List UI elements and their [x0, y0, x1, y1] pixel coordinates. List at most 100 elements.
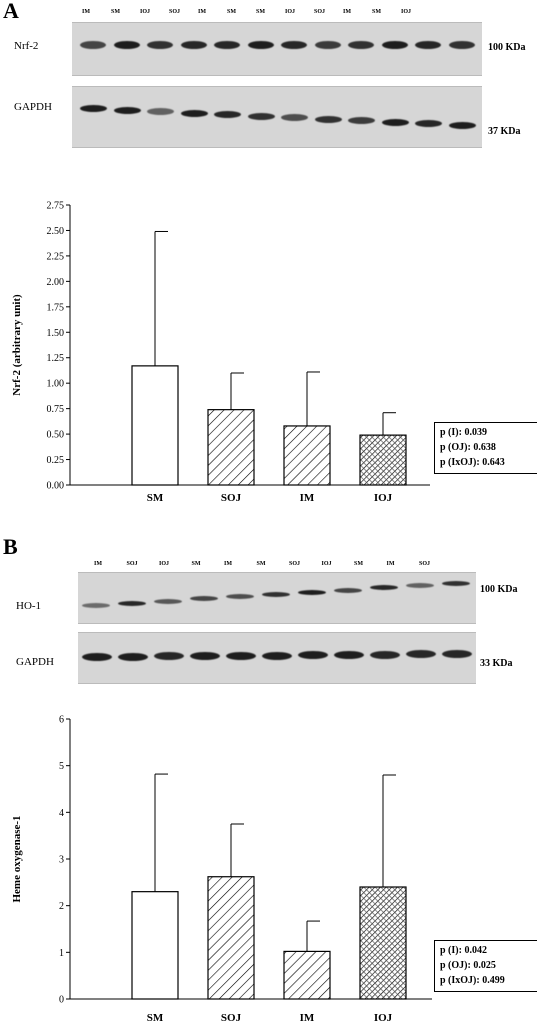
panel-b-letter: B — [3, 534, 18, 559]
y-tick-label: 2 — [59, 901, 64, 912]
x-category-label: IOJ — [374, 492, 393, 504]
stat-p-ixoj-b: p (IxOJ): 0.499 — [440, 975, 505, 986]
blot-band — [190, 596, 218, 602]
blot-band — [442, 581, 470, 586]
y-tick-label: 0.50 — [47, 430, 65, 441]
a-lane-label: IM — [82, 9, 90, 15]
a-lane-label: IOJ — [401, 9, 412, 15]
y-tick-label: 1 — [59, 948, 64, 959]
y-tick-label: 1.00 — [47, 379, 65, 390]
y-tick-label: 2.75 — [47, 201, 65, 212]
blot-band — [381, 118, 409, 126]
a-lane-label: SM — [227, 9, 236, 15]
b-lane-label: SM — [256, 561, 266, 567]
blot-band — [442, 650, 472, 658]
bar-ioj — [359, 886, 407, 1000]
x-category-label: IM — [300, 1012, 315, 1024]
gapdh-kda-label-b: 33 KDa — [480, 658, 513, 669]
a-lane-label: SOJ — [314, 9, 326, 15]
blot-band — [406, 650, 436, 659]
y-axis-title: Heme oxygenase-1 — [11, 815, 23, 902]
stat-p-oj-a: p (OJ): 0.638 — [440, 442, 496, 453]
stat-p-oj-b: p (OJ): 0.025 — [440, 960, 496, 971]
stats-box-b: p (I): 0.042 p (OJ): 0.025 p (IxOJ): 0.4… — [434, 940, 537, 992]
y-tick-label: 0.00 — [47, 481, 65, 492]
nrf2-bar-chart: 0.00 0.25 0.50 0.75 1.00 1.25 1.50 1.75 2.00 2.25… — [11, 201, 430, 504]
nrf2-label: Nrf-2 — [14, 40, 39, 52]
gapdh-blot-b — [78, 632, 476, 684]
x-category-label: SOJ — [221, 492, 242, 504]
blot-band — [298, 651, 328, 660]
y-axis-title: Nrf-2 (arbitrary unit) — [11, 294, 23, 396]
blot-band — [80, 41, 106, 49]
blot-band — [154, 598, 182, 604]
blot-band — [281, 41, 307, 49]
a-lane-label: IM — [198, 9, 206, 15]
gapdh-kda-label-a: 37 KDa — [488, 126, 521, 137]
b-lane-label: IM — [94, 561, 102, 567]
blot-band — [415, 41, 441, 49]
panel-a-letter: A — [3, 0, 19, 23]
b-lane-label: IM — [386, 561, 395, 567]
blot-band — [118, 652, 148, 661]
y-tick-label: 0.25 — [47, 455, 65, 466]
blot-band — [262, 651, 292, 660]
blot-band — [226, 651, 256, 660]
b-lane-label: SOJ — [289, 561, 301, 567]
blot-band — [226, 594, 254, 600]
b-lane-label: SOJ — [126, 561, 138, 567]
nrf2-blot — [72, 22, 482, 76]
blot-band — [415, 120, 442, 127]
b-lane-label: IOJ — [159, 561, 170, 567]
blot-band — [180, 109, 208, 117]
blot-band — [82, 603, 110, 608]
a-lane-label: SOJ — [169, 9, 181, 15]
bar-sm — [131, 891, 179, 1000]
stat-p-i-a: p (I): 0.039 — [440, 427, 487, 438]
blot-band — [448, 121, 476, 129]
y-tick-label: 2.25 — [47, 251, 65, 262]
blot-band — [298, 589, 326, 595]
y-tick-label: 2.00 — [47, 277, 65, 288]
blot-band — [381, 41, 408, 49]
bar-im — [283, 950, 331, 1000]
ho1-label: HO-1 — [16, 600, 42, 612]
a-lane-label: IOJ — [140, 9, 151, 15]
stats-box-a: p (I): 0.039 p (OJ): 0.638 p (IxOJ): 0.6… — [434, 422, 537, 474]
blot-band — [214, 41, 240, 49]
y-tick-label: 4 — [59, 808, 64, 819]
stat-p-ixoj-a: p (IxOJ): 0.643 — [440, 457, 505, 468]
a-lane-label: IOJ — [285, 9, 296, 15]
blot-band — [154, 652, 184, 661]
x-category-label: SOJ — [221, 1012, 242, 1024]
blot-band — [281, 114, 308, 121]
blot-band — [214, 111, 241, 118]
x-category-label: SM — [147, 492, 164, 504]
b-lane-label: SM — [191, 561, 201, 567]
y-tick-label: 6 — [59, 715, 64, 726]
bar-soj — [207, 409, 255, 486]
bar-ioj — [359, 434, 407, 486]
ho1-blot — [78, 572, 476, 624]
blot-band — [314, 115, 342, 123]
b-lane-label: IOJ — [321, 561, 332, 567]
y-tick-label: 5 — [59, 761, 64, 772]
nrf2-kda-label: 100 KDa — [488, 42, 526, 53]
y-tick-label: 1.25 — [47, 353, 65, 364]
b-lane-label: IM — [224, 561, 232, 567]
blot-band — [247, 112, 275, 120]
gapdh-blot-a — [72, 86, 482, 148]
blot-band — [82, 653, 112, 661]
b-lane-label: SM — [354, 561, 363, 567]
gapdh-label-a: GAPDH — [14, 101, 52, 113]
blot-band — [370, 650, 400, 659]
blot-band — [448, 41, 475, 49]
blot-band — [80, 105, 107, 112]
bar-sm — [131, 365, 179, 486]
blot-band — [370, 585, 398, 591]
b-lane-label: SOJ — [419, 561, 431, 567]
blot-band — [314, 41, 341, 49]
y-tick-label: 1.75 — [47, 302, 65, 313]
gapdh-label-b: GAPDH — [16, 656, 54, 668]
